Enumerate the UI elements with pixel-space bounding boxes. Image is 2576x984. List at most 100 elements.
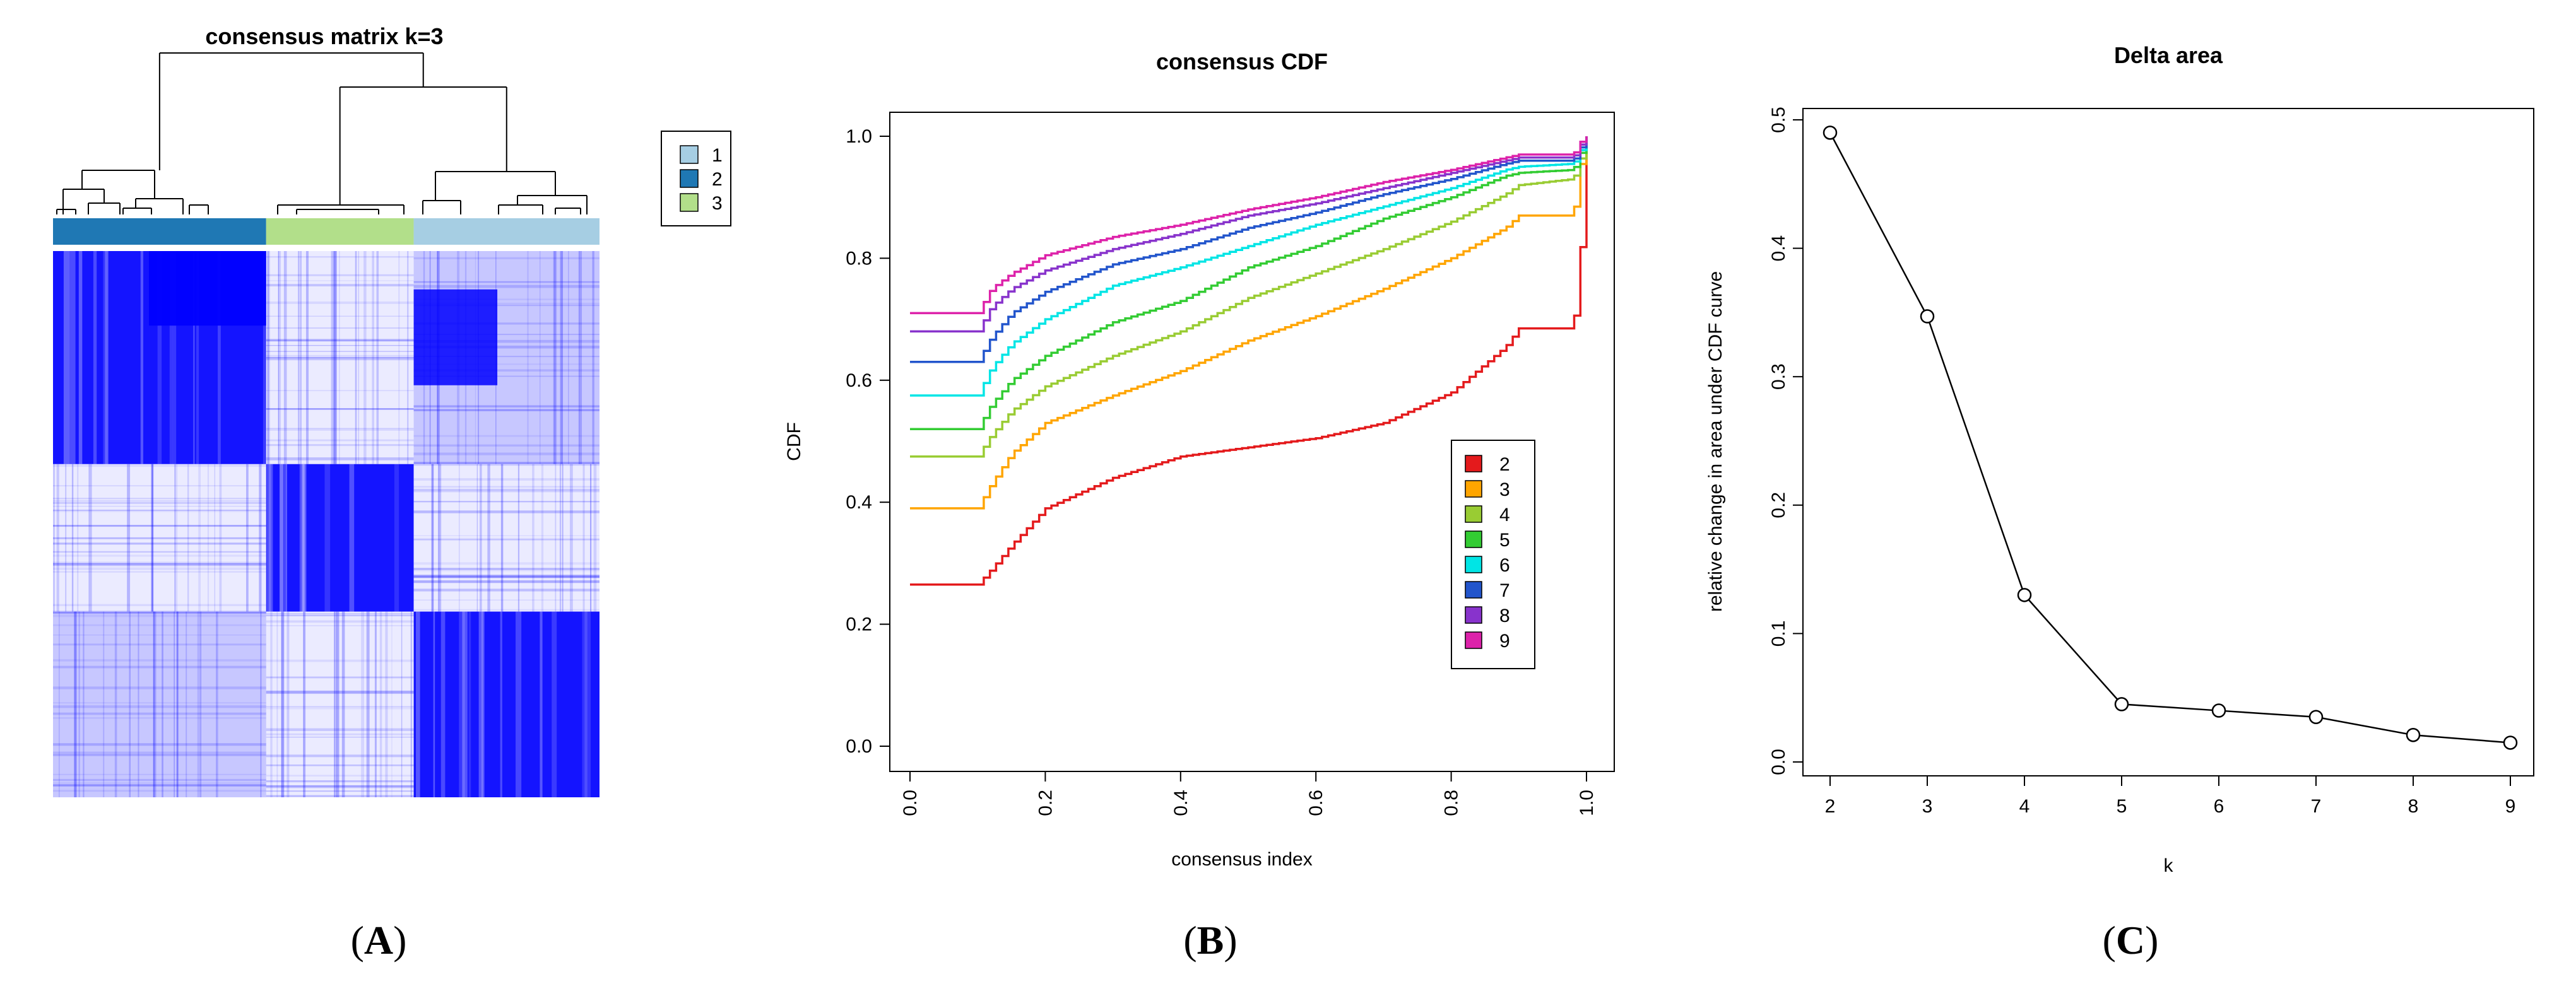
heatmap-stripe [431, 464, 434, 612]
heatmap-stripe [559, 464, 562, 612]
heatmap-stripe [245, 464, 249, 612]
heatmap-stripe [413, 576, 600, 578]
heatmap-stripe [478, 611, 485, 797]
heatmap-stripe [279, 464, 284, 612]
cdf-legend-swatch-5 [1465, 530, 1482, 548]
heatmap-block-off-1-0 [53, 464, 266, 612]
heatmap-stripe [379, 611, 382, 797]
heatmap-stripe [560, 251, 564, 464]
heatmap-stripe [487, 464, 490, 612]
heatmap-stripe [266, 785, 414, 788]
heatmap-stripe [53, 612, 266, 614]
cdf-series [910, 136, 1588, 586]
heatmap-stripe [266, 785, 414, 787]
heatmap-stripe [259, 464, 262, 612]
heatmap-stripe [266, 676, 414, 679]
heatmap-stripe [53, 752, 266, 753]
heatmap-stripe [283, 464, 287, 612]
heatmap-stripe [415, 611, 420, 797]
heatmap-stripe [440, 611, 446, 797]
heatmap-stripe [431, 464, 434, 612]
heatmap-stripe [266, 625, 414, 626]
cdf-legend-label-2: 2 [1499, 454, 1510, 475]
heatmap-stripe [413, 464, 600, 466]
heatmap-stripe [286, 464, 288, 612]
delta-point-k6 [2211, 703, 2226, 718]
cdf-plot-frame [889, 112, 1615, 772]
heatmap-stripe [303, 611, 306, 797]
heatmap-stripe [114, 611, 117, 797]
heatmap-stripe [53, 498, 266, 500]
heatmap-stripe [372, 251, 374, 464]
cdf-legend-swatch-8 [1465, 606, 1482, 624]
heatmap-stripe [266, 344, 414, 346]
delta-point-k9 [2503, 735, 2518, 750]
heatmap-stripe [413, 486, 600, 488]
cdf-y-tick-label: 0.8 [846, 248, 872, 269]
cdf-x-tick-label: 1.0 [1576, 790, 1597, 816]
heatmap-stripe [562, 464, 564, 612]
heatmap-stripe [153, 611, 157, 797]
heatmap-stripe [413, 462, 600, 464]
delta-x-tick-label: 9 [2505, 796, 2516, 817]
heatmap-stripe [266, 775, 414, 777]
heatmap-stripe [413, 452, 600, 455]
heatmap-stripe [413, 580, 600, 583]
delta-x-tick-label: 3 [1922, 796, 1933, 817]
heatmap-stripe [138, 611, 139, 797]
heatmap-stripe [151, 464, 153, 612]
heatmap-stripe [53, 665, 266, 669]
heatmap-stripe [77, 464, 79, 612]
heatmap-block-off-0-1 [266, 251, 414, 464]
delta-line [1829, 132, 2511, 744]
heatmap-stripe [266, 356, 414, 359]
heatmap-stripe [266, 676, 414, 678]
cdf-x-axis-label: consensus index [1171, 849, 1312, 870]
heatmap-stripe [198, 464, 201, 612]
heatmap-stripe [266, 706, 414, 710]
heatmap-stripe [186, 611, 187, 797]
heatmap-stripe [593, 464, 597, 612]
heatmap-stripe [501, 464, 504, 612]
heatmap-stripe [53, 510, 266, 512]
heatmap-stripe [53, 525, 266, 527]
heatmap-stripe [103, 611, 105, 797]
heatmap-stripe [78, 251, 83, 464]
heatmap-stripe [303, 611, 304, 797]
heatmap-stripe [413, 298, 600, 300]
dendrogram-branch [135, 198, 184, 214]
heatmap-block-diag-2 [413, 611, 600, 797]
heatmap-stripe [298, 251, 300, 464]
heatmap-stripe [278, 251, 281, 464]
heatmap-stripe [413, 568, 600, 571]
heatmap-stripe [480, 464, 482, 612]
heatmap-stripe [169, 251, 173, 464]
heatmap-stripe [532, 464, 535, 612]
heatmap-stripe [53, 542, 266, 545]
cdf-legend-box [1451, 440, 1535, 669]
cdf-legend-swatch-9 [1465, 631, 1482, 649]
heatmap-stripe [187, 464, 189, 612]
heatmap-stripe [336, 611, 339, 797]
heatmap-stripe [268, 464, 271, 612]
heatmap-stripe [413, 409, 600, 411]
heatmap-stripe [266, 795, 414, 797]
heatmap-stripe [331, 251, 333, 464]
cdf-title: consensus CDF [1156, 49, 1328, 74]
heatmap-stripe [266, 733, 414, 735]
legend-swatch-3 [680, 193, 699, 212]
heatmap-stripe [267, 251, 270, 464]
delta-x-tick-label: 8 [2408, 796, 2419, 817]
heatmap-stripe [53, 537, 266, 539]
heatmap-stripe [266, 439, 414, 442]
delta-y-tick-label: 0.0 [1768, 749, 1789, 775]
heatmap-stripe [413, 568, 600, 570]
delta-point-k3 [1920, 309, 1935, 324]
panel-label-a: (A) [351, 918, 407, 963]
heatmap-stripe [266, 612, 414, 615]
heatmap-stripe [174, 464, 176, 612]
heatmap-stripe [363, 251, 367, 464]
legend-label-2: 2 [712, 169, 723, 190]
heatmap-stripe [333, 251, 334, 464]
heatmap-stripe [53, 717, 266, 719]
